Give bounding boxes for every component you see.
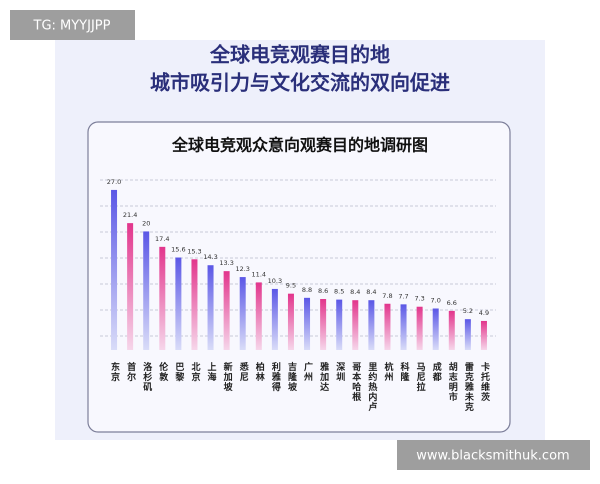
value-label: 8.8 [302,286,312,294]
x-tick-label: 利雅得 [270,361,282,392]
x-tick-label: 雅加达 [318,361,330,392]
value-label: 8.6 [318,287,328,295]
x-tick-label: 马尼拉 [415,362,426,392]
x-tick-label: 卡托维茨 [479,361,490,402]
bar [111,189,118,350]
value-label: 9.5 [286,282,296,290]
x-tick-label: 里约热内卢 [366,362,377,412]
bar [416,306,423,350]
value-label: 8.4 [350,288,360,296]
bar [432,308,439,350]
bar [239,277,246,350]
bar [223,271,230,350]
x-tick-label: 上海 [206,361,217,382]
x-tick-label: 胡志明市 [447,361,458,402]
value-label: 7.8 [382,292,392,300]
bar [287,293,294,350]
x-tick-label: 新加坡 [222,361,234,392]
source-box [397,440,590,470]
bar [191,259,198,350]
value-label: 15.6 [171,246,185,254]
value-label: 7.3 [414,295,424,303]
x-tick-label: 杭州 [382,361,394,382]
value-label: 20 [142,219,150,227]
value-label: 17.4 [155,235,169,243]
value-label: 15.3 [187,247,201,255]
bar [480,320,487,350]
value-label: 8.4 [366,288,376,296]
bar [175,257,182,350]
x-tick-label: 科隆 [399,361,410,382]
header-line2: 城市吸引力与文化交流的双向促进 [150,71,450,95]
source: www.blacksmithuk.com [416,449,569,464]
value-label: 8.5 [334,288,344,296]
bar [255,282,262,350]
value-label: 4.9 [479,309,489,317]
x-tick-label: 北京 [189,361,200,382]
bar [271,288,278,350]
watermark: TG: MYYJJPP [33,19,111,34]
x-tick-label: 洛杉矶 [141,361,152,392]
x-tick-label: 广州 [302,361,314,382]
value-label: 11.4 [252,270,266,278]
value-label: 27.0 [107,178,121,186]
watermark-box [10,10,135,40]
value-label: 7.7 [398,292,408,300]
value-label: 12.3 [235,265,249,273]
x-tick-label: 哥本哈根 [350,362,361,402]
x-tick-label: 雷克雅未克 [463,361,475,412]
value-label: 10.3 [268,277,282,285]
bar [384,303,391,350]
bar [448,310,455,350]
x-tick-label: 首尔 [125,361,137,382]
chart-panel [87,121,511,433]
bar [400,304,407,350]
bar [320,299,327,350]
x-tick-label: 深圳 [334,361,345,382]
value-label: 21.4 [123,211,137,219]
bar [143,231,150,350]
chart-title: 全球电竞观众意向观赛目的地调研图 [171,136,428,155]
x-tick-label: 悉尼 [238,361,250,382]
x-tick-label: 巴黎 [173,362,185,382]
bar [368,300,375,350]
x-tick-label: 吉隆坡 [286,361,297,392]
value-label: 5.2 [463,307,473,315]
value-label: 6.6 [447,299,457,307]
value-label: 7.0 [431,297,441,305]
x-tick-label: 伦敦 [157,361,168,382]
x-tick-label: 柏林 [254,361,265,382]
header-line1: 全球电竞观赛目的地 [209,43,390,67]
bar [336,299,343,350]
bar [127,223,134,350]
bar [207,265,214,350]
x-tick-label: 东京 [109,361,120,382]
value-label: 14.3 [203,253,217,261]
bar [159,246,166,350]
x-tick-label: 成都 [431,361,443,382]
bar [464,319,471,350]
value-label: 13.3 [219,259,233,267]
bar [352,300,359,350]
bar [304,297,311,350]
